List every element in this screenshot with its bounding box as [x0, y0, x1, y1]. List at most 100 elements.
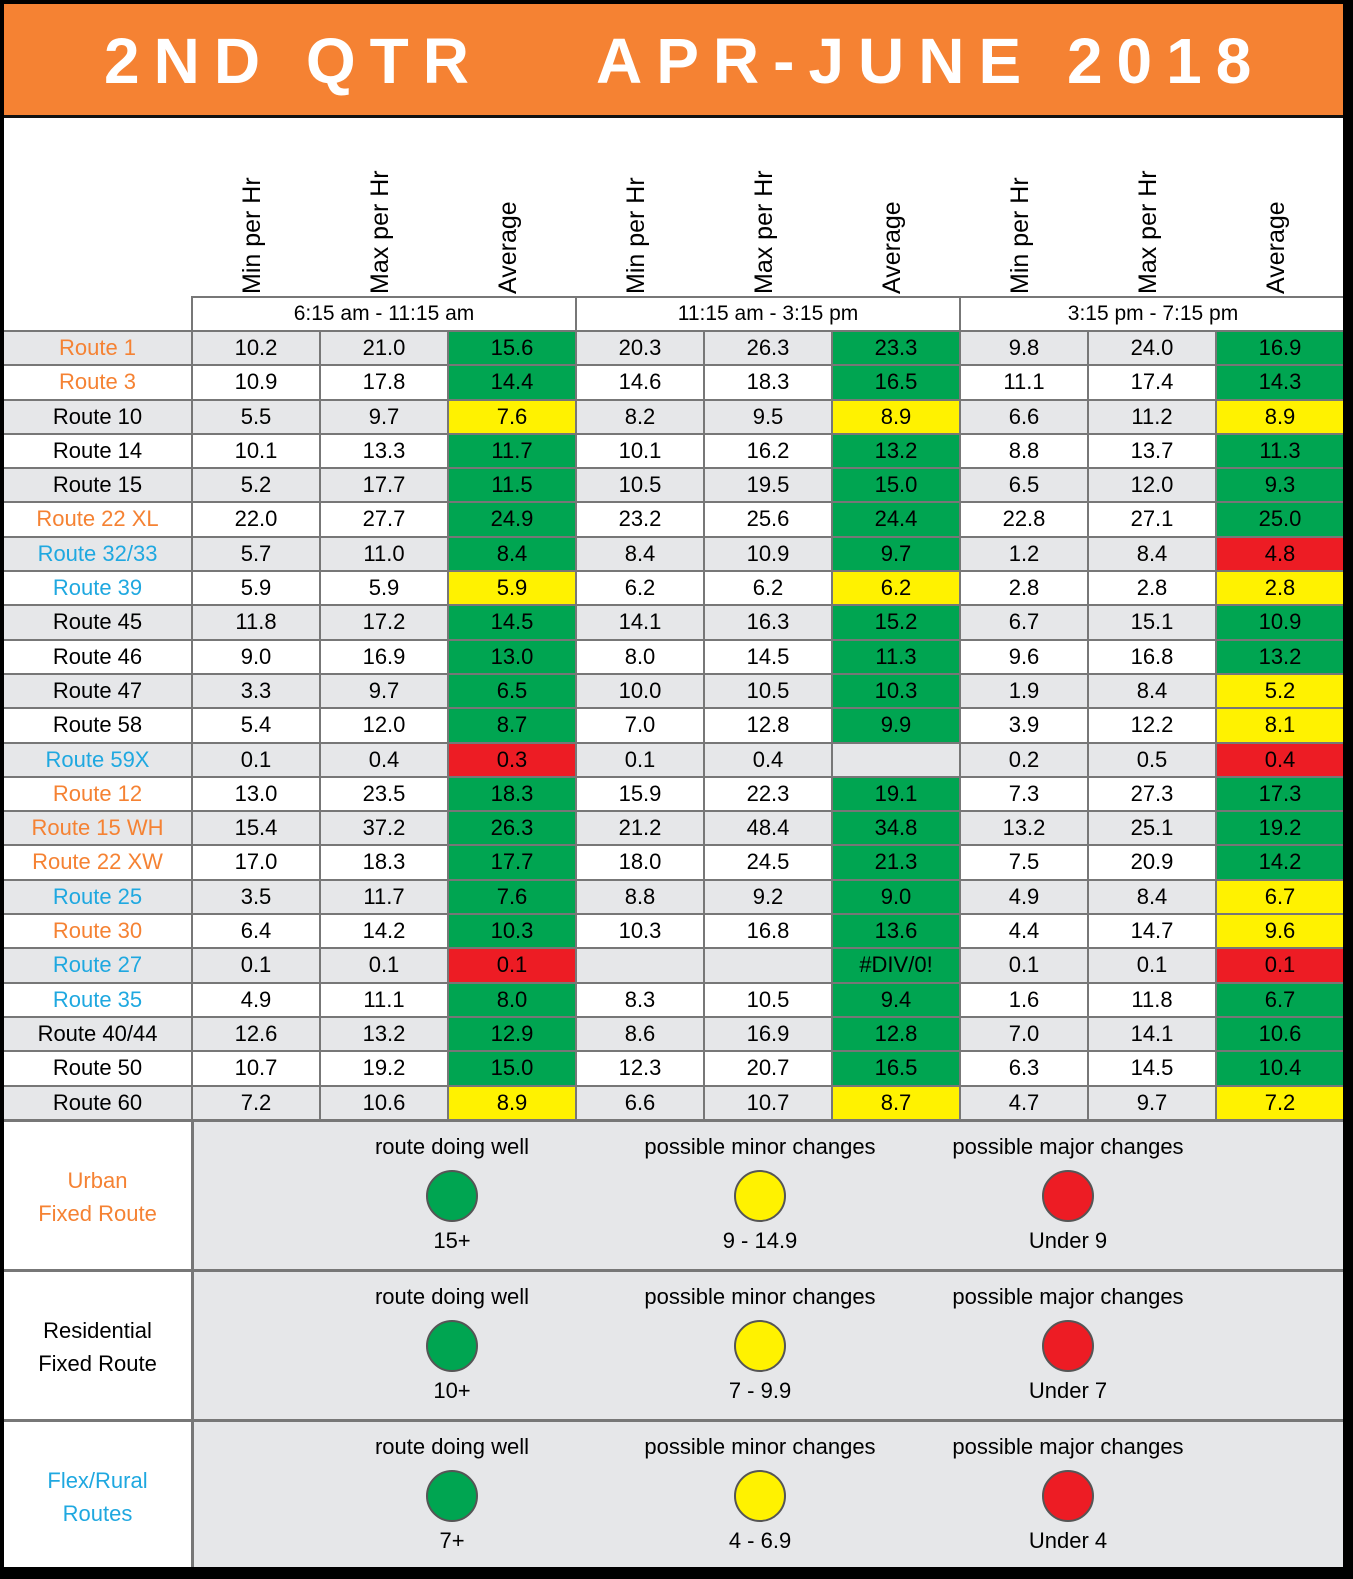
- min-per-hr-cell: 5.2: [191, 469, 319, 502]
- average-cell: 8.1: [1215, 709, 1343, 742]
- max-per-hr-cell: 24.5: [703, 846, 831, 879]
- average-cell: 5.9: [447, 572, 575, 605]
- average-cell: 8.9: [831, 400, 959, 433]
- min-per-hr-cell: 7.5: [959, 846, 1087, 879]
- time-period-header: 3:15 pm - 7:15 pm: [959, 296, 1343, 330]
- min-per-hr-cell: 4.9: [959, 880, 1087, 914]
- max-per-hr-cell: 17.4: [1087, 366, 1215, 399]
- legend-item-text: route doing well: [374, 1433, 530, 1459]
- legend-box: route doing well 7+ possible minor changes…: [191, 1421, 1343, 1567]
- average-cell: 18.3: [447, 777, 575, 811]
- average-cell: 8.4: [447, 537, 575, 571]
- table-row: Route 47 3.3 9.7 6.5 10.0 10.5 10.3 1.9 8.4 5.2: [4, 672, 1343, 708]
- column-header-label: Average: [494, 201, 522, 294]
- average-cell: 34.8: [831, 812, 959, 845]
- min-per-hr-cell: 3.3: [191, 674, 319, 708]
- min-per-hr-cell: 15.9: [575, 777, 703, 811]
- min-per-hr-cell: 6.3: [959, 1052, 1087, 1085]
- route-name: Route 27: [4, 949, 191, 982]
- max-per-hr-cell: 9.7: [319, 674, 447, 708]
- table-row: Route 50 10.7 19.2 15.0 12.3 20.7 16.5 6.3 14.5 1…: [4, 1050, 1343, 1085]
- max-per-hr-cell: 10.6: [319, 1086, 447, 1119]
- legend-section: Urban Fixed Route route doing well 15+ poss…: [4, 1118, 1343, 1272]
- average-cell: 8.7: [831, 1086, 959, 1119]
- average-cell: 15.0: [831, 469, 959, 502]
- average-cell: 14.2: [1215, 846, 1343, 879]
- legend-item-threshold: 7+: [439, 1527, 465, 1553]
- min-per-hr-cell: 18.0: [575, 846, 703, 879]
- max-per-hr-cell: 8.4: [1087, 880, 1215, 914]
- table-row: Route 32/33 5.7 11.0 8.4 8.4 10.9 9.7 1.2 8.4 4.8: [4, 535, 1343, 571]
- max-per-hr-cell: 14.5: [703, 640, 831, 673]
- column-header-label: Min per Hr: [238, 177, 266, 294]
- average-cell: 17.7: [447, 846, 575, 879]
- max-per-hr-cell: 8.4: [1087, 537, 1215, 571]
- average-cell: 8.9: [447, 1086, 575, 1119]
- table-row: Route 60 7.2 10.6 8.9 6.6 10.7 8.7 4.7 9.7 7.2: [4, 1084, 1343, 1119]
- column-header: Average: [1215, 144, 1343, 294]
- min-per-hr-cell: 23.2: [575, 503, 703, 536]
- max-per-hr-cell: 11.1: [319, 983, 447, 1016]
- route-name: Route 46: [4, 640, 191, 673]
- average-cell: 9.3: [1215, 469, 1343, 502]
- table-row: Route 15 WH 15.4 37.2 26.3 21.2 48.4 34.8 13.2 2…: [4, 810, 1343, 845]
- average-cell: 8.0: [447, 983, 575, 1016]
- min-per-hr-cell: 4.4: [959, 915, 1087, 948]
- min-per-hr-cell: 8.6: [575, 1017, 703, 1051]
- green-circle-icon: [426, 1469, 478, 1522]
- max-per-hr-cell: 9.7: [319, 400, 447, 433]
- max-per-hr-cell: 12.0: [1087, 469, 1215, 502]
- table-row: Route 39 5.9 5.9 5.9 6.2 6.2 6.2 2.8 2.8 2.8: [4, 570, 1343, 605]
- column-header: Min per Hr: [959, 144, 1087, 294]
- route-name: Route 45: [4, 606, 191, 639]
- min-per-hr-cell: 2.8: [959, 572, 1087, 605]
- max-per-hr-cell: 21.0: [319, 332, 447, 365]
- legend-item-text: possible minor changes: [644, 1433, 876, 1459]
- min-per-hr-cell: 6.2: [575, 572, 703, 605]
- max-per-hr-cell: 23.5: [319, 777, 447, 811]
- legend-item-threshold: 7 - 9.9: [728, 1377, 792, 1403]
- max-per-hr-cell: 12.0: [319, 709, 447, 742]
- route-name: Route 10: [4, 400, 191, 433]
- route-name: Route 22 XW: [4, 846, 191, 879]
- min-per-hr-cell: 4.9: [191, 983, 319, 1016]
- max-per-hr-cell: 17.7: [319, 469, 447, 502]
- max-per-hr-cell: 0.5: [1087, 743, 1215, 776]
- table-row: Route 1 10.2 21.0 15.6 20.3 26.3 23.3 9.8 24.0 16…: [4, 330, 1343, 365]
- time-period-header: 11:15 am - 3:15 pm: [575, 296, 961, 330]
- column-header: Average: [831, 144, 959, 294]
- column-header: Min per Hr: [575, 144, 703, 294]
- route-name: Route 40/44: [4, 1017, 191, 1051]
- average-cell: 13.2: [831, 434, 959, 468]
- min-per-hr-cell: 21.2: [575, 812, 703, 845]
- time-period-header: 6:15 am - 11:15 am: [191, 296, 577, 330]
- average-cell: 9.4: [831, 983, 959, 1016]
- route-name: Route 12: [4, 777, 191, 811]
- min-per-hr-cell: 8.4: [575, 537, 703, 571]
- max-per-hr-cell: 11.0: [319, 537, 447, 571]
- min-per-hr-cell: 0.1: [191, 743, 319, 776]
- max-per-hr-cell: 27.1: [1087, 503, 1215, 536]
- average-cell: 16.9: [1215, 332, 1343, 365]
- table-row: Route 22 XL 22.0 27.7 24.9 23.2 25.6 24.4 22.8 2…: [4, 501, 1343, 536]
- route-name: Route 58: [4, 709, 191, 742]
- max-per-hr-cell: 13.7: [1087, 434, 1215, 468]
- max-per-hr-cell: 20.7: [703, 1052, 831, 1085]
- max-per-hr-cell: 37.2: [319, 812, 447, 845]
- average-cell: 12.9: [447, 1017, 575, 1051]
- max-per-hr-cell: 16.3: [703, 606, 831, 639]
- min-per-hr-cell: 20.3: [575, 332, 703, 365]
- average-cell: 4.8: [1215, 537, 1343, 571]
- min-per-hr-cell: 7.3: [959, 777, 1087, 811]
- max-per-hr-cell: 15.1: [1087, 606, 1215, 639]
- legend-item-text: possible major changes: [952, 1133, 1184, 1159]
- table-row: Route 46 9.0 16.9 13.0 8.0 14.5 11.3 9.6 16.8 13.…: [4, 638, 1343, 673]
- max-per-hr-cell: 14.7: [1087, 915, 1215, 948]
- max-per-hr-cell: 0.4: [319, 743, 447, 776]
- average-cell: 0.4: [1215, 743, 1343, 776]
- min-per-hr-cell: 10.3: [575, 915, 703, 948]
- legend-item-threshold: Under 7: [1028, 1377, 1108, 1403]
- legend-item-text: possible major changes: [952, 1433, 1184, 1459]
- average-cell: 10.6: [1215, 1017, 1343, 1051]
- max-per-hr-cell: 10.5: [703, 983, 831, 1016]
